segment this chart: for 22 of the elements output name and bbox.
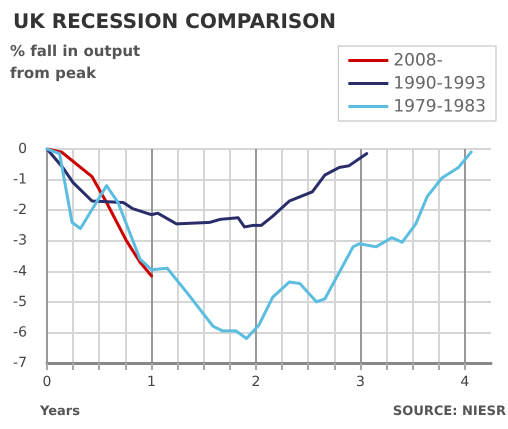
x-axis-title: Years [39,404,80,419]
legend-label: 1979-1983 [393,96,486,116]
y-tick-label: -1 [13,172,27,188]
y-tick-label: -5 [13,294,27,310]
y-tick-label: -4 [13,263,28,280]
x-tick-label: 4 [460,374,470,390]
y-tick-label: -2 [13,202,27,218]
y-tick-label: -3 [13,232,27,249]
x-tick-label: 3 [356,374,365,390]
line-series [46,148,368,228]
legend-label: 1990-1993 [393,74,486,94]
source-note: SOURCE: NIESR [392,404,506,419]
chart-title: UK RECESSION COMPARISON [13,9,336,33]
legend-label: 2008- [393,50,443,70]
y-axis-title: % fall in output from peak [10,42,146,82]
x-tick-label: 0 [42,374,52,390]
y-tick-label: -7 [13,355,27,371]
y-tick-label: 0 [18,141,27,157]
x-tick-label: 2 [251,374,260,390]
y-tick-label: -6 [13,324,28,340]
line-series [46,148,473,340]
x-tick-label: 1 [147,374,156,390]
